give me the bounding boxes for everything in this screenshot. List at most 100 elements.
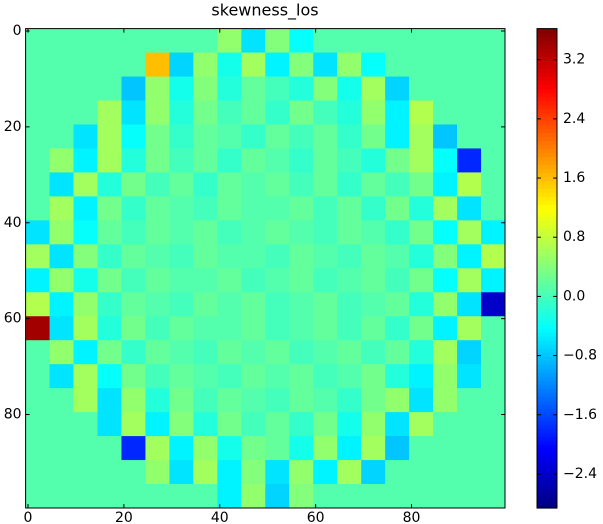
- heatmap-cell: [241, 124, 266, 149]
- colorbar-band: [537, 32, 557, 38]
- colorbar-band: [537, 160, 557, 166]
- heatmap-cell: [337, 484, 362, 509]
- heatmap-cell: [73, 484, 99, 509]
- heatmap-cell: [481, 124, 506, 149]
- heatmap-cell: [25, 52, 51, 78]
- heatmap-cell: [361, 340, 386, 365]
- heatmap-cell: [217, 268, 242, 293]
- heatmap-cell: [169, 52, 194, 78]
- colorbar-band: [537, 432, 557, 437]
- heatmap-cell: [49, 412, 75, 437]
- heatmap-cell: [457, 100, 482, 125]
- heatmap-cell: [169, 268, 194, 293]
- heatmap-cell: [385, 292, 410, 317]
- heatmap-cell: [385, 244, 410, 269]
- heatmap-cell: [385, 268, 410, 293]
- heatmap-cell: [457, 316, 482, 341]
- heatmap-cell: [217, 76, 242, 102]
- heatmap-cell: [457, 388, 482, 413]
- colorbar-band: [537, 256, 557, 261]
- heatmap-cell: [217, 52, 242, 78]
- heatmap-cell: [241, 28, 266, 54]
- colorbar-band: [537, 188, 557, 193]
- colorbar-band: [537, 468, 557, 473]
- heatmap-cell: [409, 76, 434, 102]
- heatmap-cell: [289, 364, 314, 389]
- heatmap-cell: [25, 244, 51, 269]
- heatmap-cell: [337, 28, 362, 54]
- heatmap-cell: [433, 436, 458, 461]
- heatmap-cell: [313, 460, 338, 485]
- colorbar-band: [537, 248, 557, 253]
- colorbar-band: [537, 96, 557, 102]
- heatmap-cell: [337, 292, 362, 317]
- colorbar-band: [537, 140, 557, 146]
- heatmap-cell: [385, 484, 410, 509]
- heatmap-cell: [361, 148, 386, 173]
- heatmap-cell: [361, 220, 386, 245]
- heatmap-cell: [313, 124, 338, 149]
- colorbar-band: [537, 44, 557, 50]
- colorbar-band: [537, 120, 557, 126]
- heatmap-cell: [457, 52, 482, 78]
- heatmap-cell: [457, 76, 482, 102]
- heatmap-cell: [25, 148, 51, 173]
- heatmap-cell: [265, 148, 290, 173]
- chart-title: skewness_los: [211, 1, 318, 21]
- colorbar-band: [537, 452, 557, 457]
- colorbar-band: [537, 216, 557, 221]
- heatmap-cell: [289, 220, 314, 245]
- heatmap-cell: [433, 244, 458, 269]
- heatmap-cell: [73, 196, 99, 221]
- heatmap-cell: [481, 52, 506, 78]
- heatmap-cell: [49, 436, 75, 461]
- colorbar-band: [537, 224, 557, 229]
- y-tick-label: 60: [4, 311, 22, 327]
- heatmap-cell: [457, 268, 482, 293]
- heatmap-cell: [265, 100, 290, 125]
- heatmap-cell: [337, 148, 362, 173]
- heatmap-cell: [169, 220, 194, 245]
- heatmap-cell: [409, 388, 434, 413]
- colorbar-band: [537, 104, 557, 110]
- colorbar-band: [537, 232, 557, 237]
- heatmap-cell: [313, 316, 338, 341]
- heatmap-cell: [193, 340, 218, 365]
- heatmap-cell: [481, 148, 506, 173]
- heatmap-cell: [73, 124, 99, 149]
- colorbar-band: [537, 500, 557, 505]
- heatmap-cell: [145, 436, 170, 461]
- heatmap-cell: [409, 484, 434, 509]
- heatmap-cell: [289, 484, 314, 509]
- heatmap-cell: [25, 196, 51, 221]
- heatmap-cell: [265, 460, 290, 485]
- heatmap-cell: [337, 364, 362, 389]
- heatmap-cell: [121, 316, 146, 341]
- heatmap-cell: [49, 292, 75, 317]
- colorbar-band: [537, 128, 557, 134]
- colorbar-band: [537, 176, 557, 182]
- heatmap-cell: [97, 316, 122, 341]
- heatmap-cell: [409, 52, 434, 78]
- heatmap-cell: [361, 196, 386, 221]
- heatmap-cell: [433, 28, 458, 54]
- heatmap-cell: [193, 244, 218, 269]
- colorbar-band: [537, 68, 557, 74]
- heatmap-cell: [49, 148, 75, 173]
- heatmap-cell: [265, 436, 290, 461]
- heatmap-cell: [289, 388, 314, 413]
- plot-frame: [25, 28, 506, 509]
- heatmap-cell: [73, 340, 99, 365]
- heatmap-cell: [73, 28, 99, 54]
- colorbar-tick-label: −0.8: [563, 348, 597, 364]
- heatmap-cell: [385, 76, 410, 102]
- heatmap-cell: [265, 292, 290, 317]
- heatmap-cell: [265, 340, 290, 365]
- colorbar-tick-label: 1.6: [563, 170, 585, 186]
- heatmap-cell: [265, 76, 290, 102]
- heatmap-cell: [361, 316, 386, 341]
- heatmap-cell: [145, 100, 170, 125]
- colorbar-band: [537, 448, 557, 453]
- heatmap-cell: [241, 412, 266, 437]
- heatmap-cell: [121, 220, 146, 245]
